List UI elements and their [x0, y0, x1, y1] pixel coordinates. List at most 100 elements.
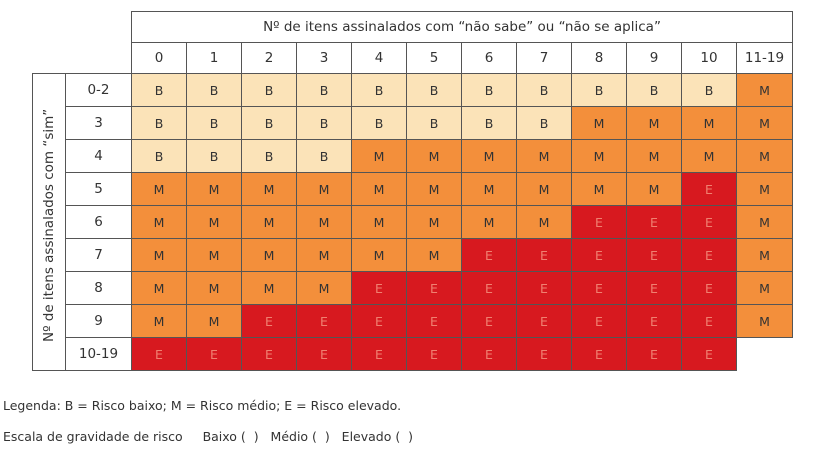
risk-cell: E	[461, 304, 517, 338]
risk-cell: M	[736, 304, 793, 338]
risk-cell: M	[351, 205, 407, 239]
risk-cell: B	[516, 106, 572, 140]
risk-cell: M	[461, 139, 517, 173]
risk-cell: M	[186, 205, 242, 239]
risk-cell: B	[186, 139, 242, 173]
risk-cell: M	[571, 172, 627, 206]
risk-cell: E	[681, 337, 737, 371]
risk-cell: E	[241, 337, 297, 371]
risk-cell: B	[461, 106, 517, 140]
risk-cell: M	[241, 271, 297, 305]
column-header: 6	[461, 42, 517, 74]
risk-cell: B	[131, 73, 187, 107]
risk-cell: E	[351, 337, 407, 371]
row-header: 7	[65, 238, 132, 272]
risk-cell: M	[131, 271, 187, 305]
risk-cell: E	[626, 271, 682, 305]
risk-cell: M	[241, 172, 297, 206]
scale-option-high: Elevado ( )	[341, 429, 414, 444]
column-header: 7	[516, 42, 572, 74]
risk-cell: M	[296, 172, 352, 206]
risk-cell: M	[351, 139, 407, 173]
corner-blank-2	[33, 43, 132, 74]
row-header: 8	[65, 271, 132, 305]
risk-cell: B	[186, 73, 242, 107]
column-header: 3	[296, 42, 352, 74]
risk-cell: E	[626, 238, 682, 272]
risk-cell: B	[626, 73, 682, 107]
risk-cell: B	[571, 73, 627, 107]
risk-cell: M	[626, 172, 682, 206]
risk-cell: M	[351, 172, 407, 206]
risk-cell: E	[626, 337, 682, 371]
scale-option-medium: Médio ( )	[270, 429, 330, 444]
column-header: 2	[241, 42, 297, 74]
risk-cell: M	[296, 238, 352, 272]
risk-cell: E	[461, 337, 517, 371]
risk-cell: M	[461, 172, 517, 206]
risk-cell: M	[736, 238, 793, 272]
legend-text: Legenda: B = Risco baixo; M = Risco médi…	[3, 398, 402, 413]
risk-matrix: Nº de itens assinalados com “não sabe” o…	[32, 11, 793, 371]
risk-cell: M	[131, 205, 187, 239]
risk-cell: M	[736, 73, 793, 107]
risk-cell: M	[736, 172, 793, 206]
risk-cell: E	[626, 205, 682, 239]
risk-cell: E	[626, 304, 682, 338]
risk-cell: E	[351, 304, 407, 338]
risk-cell: E	[681, 304, 737, 338]
risk-cell: E	[186, 337, 242, 371]
risk-cell: M	[626, 139, 682, 173]
risk-cell: E	[296, 304, 352, 338]
risk-cell: M	[186, 271, 242, 305]
risk-cell: M	[131, 304, 187, 338]
risk-cell: M	[186, 238, 242, 272]
risk-cell: M	[241, 238, 297, 272]
row-group-header: Nº de itens assinalados com “sim”	[32, 73, 66, 371]
risk-cell: E	[681, 172, 737, 206]
risk-cell: B	[351, 73, 407, 107]
table-row: Nº de itens assinalados com “sim” 0-2 B B B B…	[32, 73, 793, 371]
risk-cell: M	[736, 106, 793, 140]
column-header: 11-19	[736, 42, 793, 74]
column-header: 0	[131, 42, 187, 74]
risk-cell: B	[406, 106, 462, 140]
risk-cell: E	[241, 304, 297, 338]
risk-cell: M	[241, 205, 297, 239]
risk-cell: B	[186, 106, 242, 140]
risk-cell: M	[516, 205, 572, 239]
row-header: 9	[65, 304, 132, 338]
risk-cell: E	[406, 271, 462, 305]
risk-cell: B	[296, 139, 352, 173]
risk-cell: E	[516, 238, 572, 272]
column-group-header: Nº de itens assinalados com “não sabe” o…	[131, 11, 793, 43]
risk-cell: E	[406, 337, 462, 371]
risk-cell: M	[351, 238, 407, 272]
risk-cell: M	[736, 205, 793, 239]
column-header: 5	[406, 42, 462, 74]
risk-cell: B	[296, 73, 352, 107]
risk-cell: E	[461, 271, 517, 305]
risk-cell: M	[736, 271, 793, 305]
risk-cell: M	[736, 139, 793, 173]
corner-blank	[33, 12, 132, 43]
column-header: 9	[626, 42, 682, 74]
risk-cell: M	[461, 205, 517, 239]
risk-cell: M	[406, 139, 462, 173]
risk-cell: B	[241, 73, 297, 107]
risk-cell: B	[461, 73, 517, 107]
risk-cell: E	[406, 304, 462, 338]
risk-cell: B	[241, 106, 297, 140]
risk-cell: M	[406, 172, 462, 206]
risk-cell: M	[571, 139, 627, 173]
risk-cell: M	[406, 238, 462, 272]
row-group-header-text: Nº de itens assinalados com “sim”	[41, 108, 57, 342]
risk-cell: E	[571, 304, 627, 338]
risk-cell: E	[571, 205, 627, 239]
risk-cell: M	[681, 139, 737, 173]
